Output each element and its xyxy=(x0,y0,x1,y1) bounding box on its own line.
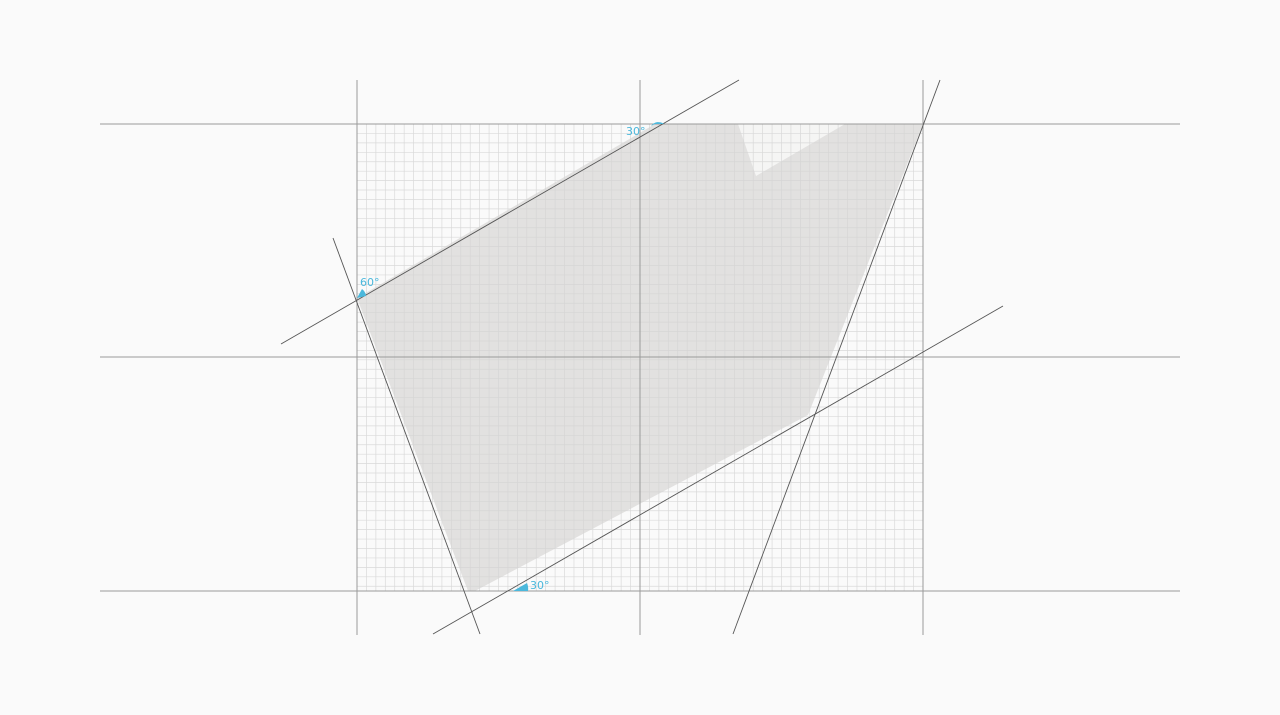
shape-notch xyxy=(738,124,845,176)
angle-label-bottom: 30° xyxy=(530,579,550,592)
major-grid xyxy=(100,80,1180,635)
angle-marker-bottom xyxy=(513,583,529,591)
angle-markers xyxy=(357,122,664,591)
construction-line-right-steep xyxy=(732,79,941,635)
angle-label-left: 60° xyxy=(360,276,380,289)
angle-label-top: 30° xyxy=(626,125,646,138)
construction-lines xyxy=(280,79,1004,635)
angle-marker-left xyxy=(357,289,366,298)
construction-line-left-steep xyxy=(332,237,481,635)
construction-line-lower-diagonal xyxy=(432,305,1004,635)
angle-marker-top xyxy=(651,122,664,126)
